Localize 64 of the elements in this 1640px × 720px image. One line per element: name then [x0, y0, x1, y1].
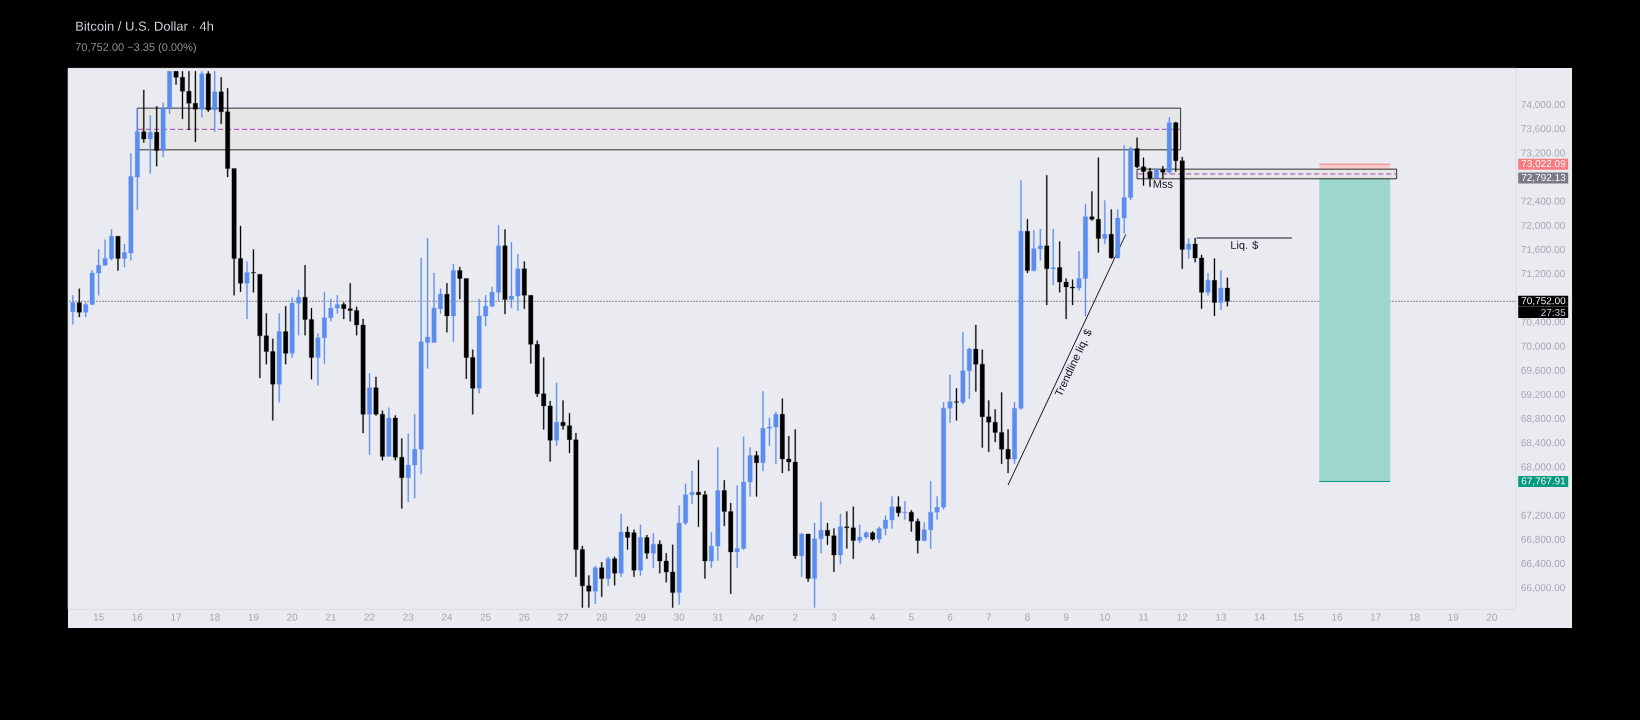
x-tick-label: 20 [1486, 613, 1497, 621]
x-tick-label: 6 [947, 613, 953, 621]
y-tick-label: 72,400.00 [1521, 197, 1565, 206]
series-label: Liq. $ [1231, 240, 1259, 252]
x-tick-label: 14 [1254, 613, 1265, 621]
x-tick-label: 9 [1063, 613, 1069, 621]
x-tick-label: 23 [403, 613, 414, 621]
x-tick-label: 26 [519, 613, 530, 621]
chart-subtitle: 70,752.00 −3.35 (0.00%) [75, 42, 196, 54]
x-tick-label: 2 [792, 613, 798, 621]
x-tick-label: 17 [1370, 613, 1381, 621]
x-tick-label: 25 [480, 613, 491, 621]
y-tick-label: 70,000.00 [1521, 342, 1565, 351]
y-tick-label: 69,600.00 [1521, 366, 1565, 375]
y-tick-label: 73,600.00 [1521, 125, 1565, 134]
y-tick-label: 74,000.00 [1521, 101, 1565, 110]
x-tick-label: 19 [248, 613, 259, 621]
y-tick-label: 66,400.00 [1521, 559, 1565, 569]
x-tick-label: 19 [1448, 613, 1459, 621]
x-tick-label: 21 [325, 613, 336, 621]
y-tick-label: 67,767.91 [1521, 477, 1566, 486]
y-tick-label: 68,400.00 [1521, 439, 1565, 448]
x-tick-label: 11 [1139, 613, 1149, 621]
y-tick-label: 73,200.00 [1521, 149, 1565, 158]
y-tick-label: 71,200.00 [1521, 270, 1565, 279]
x-tick-label: 5 [908, 613, 914, 621]
y-tick-label: 69,200.00 [1521, 390, 1565, 400]
x-tick-label: 12 [1177, 613, 1188, 621]
y-tick-label: 68,000.00 [1521, 463, 1565, 472]
x-tick-label: 24 [441, 613, 453, 621]
x-tick-label: 7 [986, 613, 992, 621]
x-tick-label: 20 [287, 613, 298, 621]
x-tick-label: 10 [1100, 613, 1110, 621]
x-tick-label: Apr [748, 613, 765, 623]
y-tick-label: 67,200.00 [1521, 511, 1565, 520]
x-tick-label: 16 [1332, 613, 1343, 621]
x-tick-label: 27 [557, 613, 569, 621]
x-tick-label: 15 [1293, 613, 1304, 621]
ref-line-label: 70,752.00 [1521, 297, 1566, 306]
x-tick-label: 16 [132, 613, 143, 621]
x-tick-label: 31 [712, 613, 723, 621]
text: 27:35 [1541, 308, 1566, 317]
y-tick-label: 71,600.00 [1521, 245, 1565, 255]
x-tick-label: 30 [673, 613, 685, 621]
x-tick-label: 4 [870, 613, 876, 621]
y-tick-label: 72,792.13 [1521, 173, 1566, 183]
x-tick-label: 15 [93, 613, 104, 621]
y-tick-label: 66,000.00 [1521, 584, 1565, 593]
x-tick-label: 8 [1025, 613, 1030, 621]
x-tick-label: 22 [364, 613, 375, 621]
x-tick-label: 18 [1409, 613, 1420, 621]
y-tick-label: 66,800.00 [1521, 535, 1565, 545]
y-tick-label: 68,800.00 [1521, 415, 1565, 424]
x-tick-label: 18 [209, 613, 220, 621]
chart-title: Bitcoin / U.S. Dollar · 4h [76, 21, 214, 31]
x-tick-label: 29 [635, 613, 646, 621]
annotation: Mss [1153, 180, 1173, 188]
x-tick-label: 17 [171, 613, 182, 621]
y-tick-label: 72,000.00 [1521, 221, 1565, 231]
x-tick-label: 3 [831, 613, 837, 621]
x-tick-label: 28 [596, 613, 607, 621]
x-tick-label: 13 [1216, 613, 1227, 621]
y-tick-label: 73,022.09 [1521, 160, 1566, 169]
y-tick-label: 70,400.00 [1521, 318, 1565, 327]
